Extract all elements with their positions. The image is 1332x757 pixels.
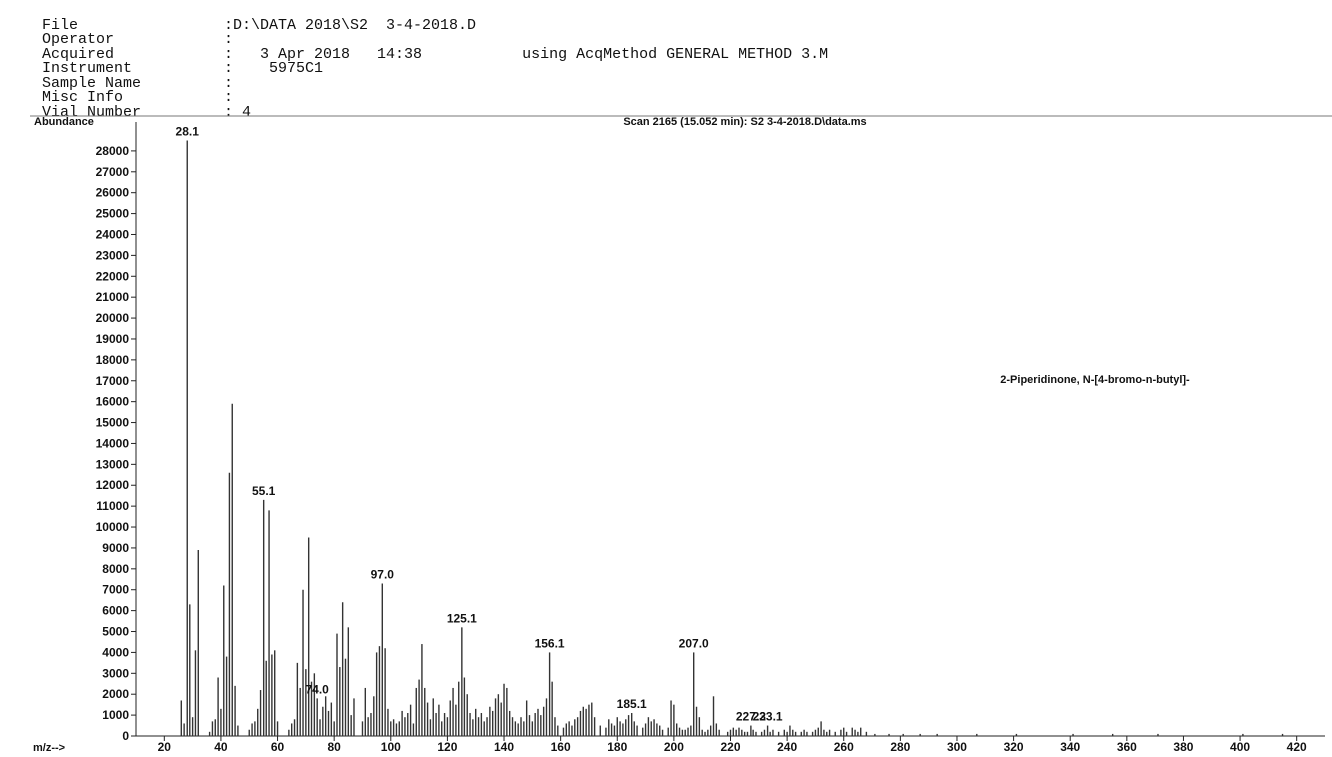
- peak-label: 185.1: [617, 697, 647, 711]
- peak-label: 74.0: [306, 682, 330, 696]
- x-tick-label: 260: [834, 740, 854, 754]
- x-tick-label: 320: [1004, 740, 1024, 754]
- x-tick-label: 280: [890, 740, 910, 754]
- y-tick-label: 17000: [96, 374, 130, 388]
- spectrum-peaks-group: [180, 140, 1284, 736]
- sample-name-value: :: [224, 74, 234, 92]
- peak-label: 97.0: [371, 567, 395, 581]
- x-tick-label: 200: [664, 740, 684, 754]
- y-axis-label: Abundance: [34, 116, 94, 128]
- y-tick-label: 19000: [96, 332, 130, 346]
- y-tick-label: 8000: [102, 562, 129, 576]
- x-tick-label: 60: [271, 740, 285, 754]
- x-tick-label: 220: [720, 740, 740, 754]
- x-tick-label: 100: [381, 740, 401, 754]
- misc-info-value: :: [224, 89, 234, 106]
- y-tick-label: 12000: [96, 478, 130, 492]
- y-tick-label: 27000: [96, 165, 130, 179]
- compound-annotation: 2-Piperidinone, N-[4-bromo-n-butyl]-: [1000, 374, 1190, 386]
- y-tick-label: 11000: [96, 499, 129, 513]
- instrument-value: : 5975C1: [224, 60, 324, 77]
- y-tick-label: 4000: [102, 645, 129, 659]
- header-key: Misc Info: [42, 89, 124, 106]
- acquired-value: : 3 Apr 2018 14:38: [224, 45, 423, 63]
- x-tick-label: 380: [1173, 740, 1193, 754]
- header-row-operator: Operator:: [6, 19, 906, 47]
- y-tick-label: 2000: [102, 687, 129, 701]
- peak-label: 125.1: [447, 611, 477, 625]
- header-row-sample-name: Sample Name:: [6, 62, 906, 91]
- y-tick-label: 3000: [102, 666, 129, 680]
- header-row-file: File :D:\DATA 2018\S2 3-4-2018.D: [6, 4, 906, 33]
- y-tick-label: 14000: [96, 436, 130, 450]
- peak-labels-group: 28.1 55.1 74.0 97.0 125.1 156.1 185.1 207.0 227.…: [176, 124, 783, 723]
- y-tick-label: 28000: [96, 144, 130, 158]
- peak-label: 227.2: [736, 710, 766, 724]
- header-key: Acquired: [42, 45, 115, 63]
- x-tick-label: 300: [947, 740, 967, 754]
- y-tick-label: 21000: [96, 290, 130, 304]
- x-tick-label: 80: [327, 740, 341, 754]
- y-tick-label: 23000: [96, 248, 130, 262]
- peak-label: 207.0: [679, 636, 709, 650]
- x-axis-label: m/z-->: [33, 742, 65, 754]
- y-tick-label: 16000: [96, 395, 130, 409]
- operator-value: :: [224, 31, 234, 48]
- x-tick-label: 20: [158, 740, 172, 754]
- header-key: Operator: [42, 31, 115, 48]
- x-tick-label: 160: [551, 740, 571, 754]
- axes-group: 0 1000 2000 3000 4000 5000 6000 7000 8000 9000 100…: [96, 122, 1325, 754]
- y-tick-label: 7000: [102, 583, 129, 597]
- y-tick-label: 1000: [102, 708, 129, 722]
- header-key: Instrument: [42, 60, 133, 77]
- peak-label: 156.1: [535, 636, 565, 650]
- y-tick-label: 5000: [102, 625, 129, 639]
- header-key: File: [42, 16, 79, 34]
- x-tick-label: 420: [1287, 740, 1307, 754]
- y-tick-label: 22000: [96, 269, 130, 283]
- file-path-value: :D:\DATA 2018\S2 3-4-2018.D: [224, 16, 477, 34]
- y-tick-label: 9000: [102, 541, 129, 555]
- x-tick-label: 360: [1117, 740, 1137, 754]
- x-tick-label: 240: [777, 740, 797, 754]
- x-tick-label: 180: [607, 740, 627, 754]
- y-tick-label: 15000: [96, 416, 130, 430]
- x-tick-label: 400: [1230, 740, 1250, 754]
- y-tick-label: 26000: [96, 186, 130, 200]
- chart-title: Scan 2165 (15.052 min): S2 3-4-2018.D\da…: [623, 116, 866, 128]
- sample-header: File :D:\DATA 2018\S2 3-4-2018.D Operator…: [6, 4, 906, 120]
- x-tick-label: 120: [437, 740, 457, 754]
- header-row-instrument: Instrument : 5975C1: [6, 48, 906, 76]
- vial-number-value: : 4: [224, 103, 252, 121]
- y-tick-label: 25000: [96, 207, 130, 221]
- peak-label: 28.1: [176, 124, 200, 138]
- y-tick-label: 24000: [96, 227, 130, 241]
- x-tick-label: 140: [494, 740, 514, 754]
- y-tick-label: 18000: [96, 353, 130, 367]
- x-tick-label: 340: [1060, 740, 1080, 754]
- y-tick-label: 10000: [96, 520, 130, 534]
- acquisition-method: using AcqMethod GENERAL METHOD 3.M: [522, 45, 829, 63]
- header-key: Sample Name: [42, 74, 142, 92]
- mass-spectrum-chart: Abundance Scan 2165 (15.052 min): S2 3-4…: [30, 115, 1332, 754]
- y-tick-label: 0: [122, 729, 129, 743]
- peak-label: 55.1: [252, 484, 276, 498]
- peak-label: 233.1: [753, 710, 783, 724]
- header-row-acquired: Acquired : 3 Apr 2018 14:38 using AcqMetho…: [6, 33, 906, 62]
- x-tick-label: 40: [214, 740, 228, 754]
- y-tick-label: 6000: [102, 604, 129, 618]
- header-row-misc-info: Misc Info:: [6, 77, 906, 105]
- y-tick-label: 20000: [96, 311, 130, 325]
- y-tick-label: 13000: [96, 457, 130, 471]
